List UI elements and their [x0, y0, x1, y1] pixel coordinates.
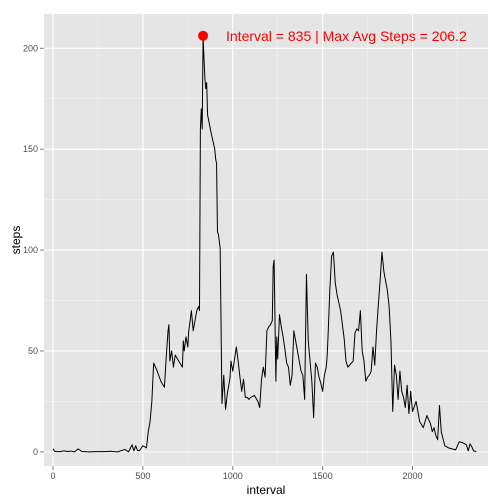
series-line [52, 35, 477, 453]
y-tick-label: 50 [28, 346, 38, 356]
y-axis-title: steps [9, 226, 23, 255]
y-tick-label: 0 [33, 447, 38, 457]
y-tick-label: 150 [23, 144, 38, 154]
x-axis: 0 500 1000 1500 2000 [50, 466, 423, 481]
x-tick-label: 1000 [223, 471, 243, 481]
y-tick-label: 100 [23, 245, 38, 255]
y-tick-label: 200 [23, 43, 38, 53]
minor-gridlines [44, 14, 488, 466]
x-axis-title: interval [247, 483, 286, 497]
x-tick-label: 2000 [402, 471, 422, 481]
max-point-marker [198, 30, 209, 41]
x-tick-label: 1500 [313, 471, 333, 481]
plot-panel [44, 14, 488, 466]
max-annotation: Interval = 835 | Max Avg Steps = 206.2 [226, 28, 467, 44]
y-axis: 0 50 100 150 200 [23, 43, 44, 457]
x-tick-label: 0 [50, 471, 55, 481]
x-tick-label: 500 [135, 471, 150, 481]
